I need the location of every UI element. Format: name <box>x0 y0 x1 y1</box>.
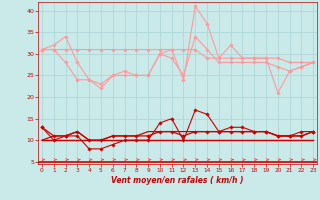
X-axis label: Vent moyen/en rafales ( km/h ): Vent moyen/en rafales ( km/h ) <box>111 176 244 185</box>
